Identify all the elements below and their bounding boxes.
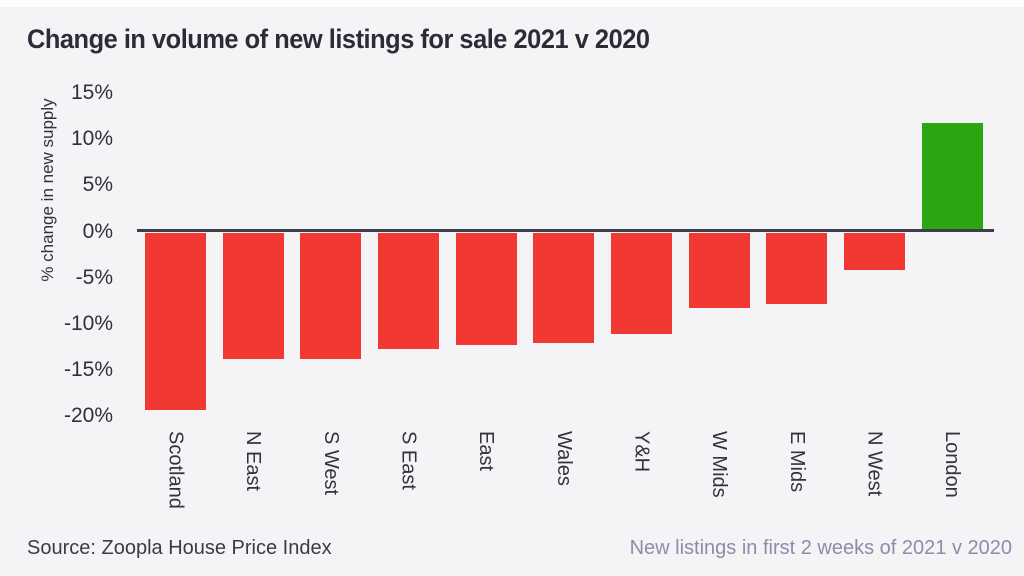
zero-axis-line: [137, 229, 994, 232]
y-tick--5%: -5%: [75, 265, 113, 289]
y-tick-5%: 5%: [82, 173, 113, 197]
footer-annotation: New listings in first 2 weeks of 2021 v …: [629, 537, 1012, 559]
x-label-wales: Wales: [552, 431, 575, 486]
bar-y-h: [611, 232, 672, 335]
y-tick-10%: 10%: [70, 127, 113, 151]
x-label-w-mids: W Mids: [708, 431, 731, 498]
x-label-e-mids: E Mids: [785, 431, 808, 493]
y-tick-15%: 15%: [70, 81, 113, 105]
bar-london: [921, 122, 983, 231]
bar-n-east: [222, 232, 284, 360]
bar-n-west: [843, 232, 905, 270]
y-tick--15%: -15%: [63, 357, 113, 381]
x-label-east: East: [475, 431, 498, 472]
x-label-y-h: Y&H: [630, 431, 653, 473]
x-label-scotland: Scotland: [164, 431, 187, 509]
source-credit: Source: Zoopla House Price Index: [27, 537, 332, 559]
x-label-n-east: N East: [242, 431, 265, 492]
bar-s-west: [300, 232, 362, 360]
top-strip: [0, 0, 1024, 7]
y-tick-0%: 0%: [82, 219, 113, 243]
y-tick--10%: -10%: [63, 311, 113, 335]
x-label-s-east: S East: [397, 431, 420, 490]
x-label-s-west: S West: [319, 431, 342, 496]
bar-w-mids: [688, 232, 750, 308]
bar-wales: [533, 232, 595, 343]
x-label-london: London: [941, 431, 964, 498]
bar-s-east: [378, 232, 439, 350]
bar-east: [455, 232, 517, 346]
y-tick--20%: -20%: [63, 403, 113, 427]
bar-e-mids: [766, 232, 828, 304]
chart-title: Change in volume of new listings for sal…: [27, 24, 650, 54]
bar-scotland: [145, 232, 206, 410]
x-label-n-west: N West: [863, 431, 886, 497]
